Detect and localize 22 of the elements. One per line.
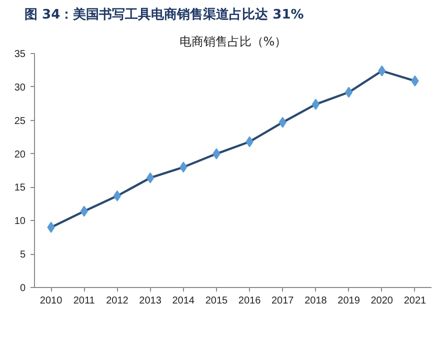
y-tick-label: 30: [14, 82, 26, 94]
x-tick-label: 2012: [106, 296, 129, 306]
x-tick-label: 2020: [370, 296, 394, 306]
x-tick-label: 2010: [40, 296, 63, 306]
chart-subtitle: 电商销售占比（%）: [179, 34, 287, 48]
y-tick-label: 25: [14, 116, 26, 127]
x-tick-label: 2018: [304, 296, 328, 306]
x-tick-label: 2011: [73, 296, 96, 306]
y-tick-label: 35: [14, 49, 26, 60]
x-tick-label: 2013: [139, 296, 162, 306]
y-tick-label: 10: [14, 216, 26, 228]
x-tick-label: 2015: [205, 296, 228, 306]
chart-title: 图 34：美国书写工具电商销售渠道占比达 31%: [24, 6, 304, 22]
x-tick-label: 2017: [272, 296, 294, 306]
x-tick-label: 2014: [172, 296, 195, 306]
x-tick-label: 2021: [404, 296, 427, 306]
x-tick-label: 2019: [338, 296, 360, 306]
y-tick-label: 5: [20, 250, 26, 261]
x-tick-label: 2016: [238, 296, 262, 306]
y-tick-label: 15: [14, 182, 26, 194]
y-tick-label: 0: [20, 283, 26, 294]
y-tick-label: 20: [14, 149, 26, 160]
